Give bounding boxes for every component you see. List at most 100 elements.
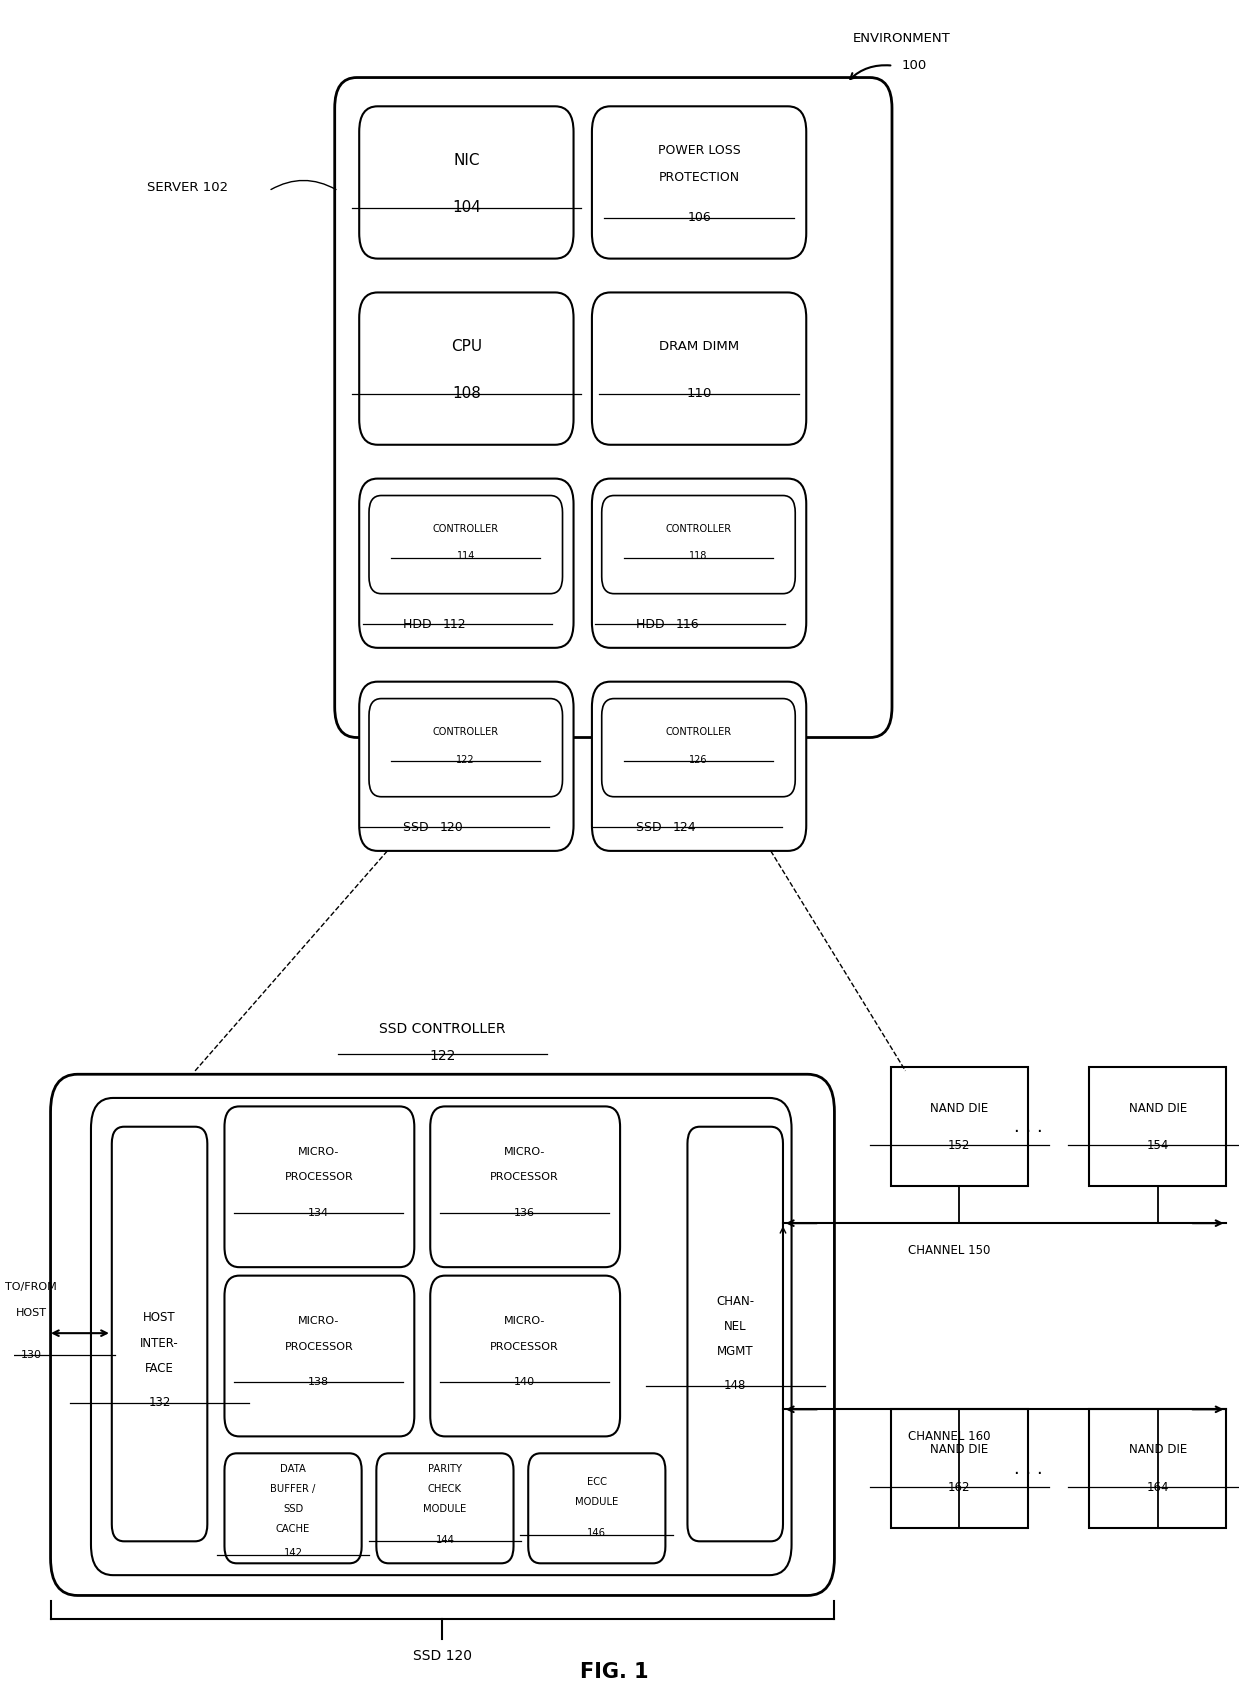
Text: 140: 140 bbox=[515, 1378, 536, 1387]
FancyBboxPatch shape bbox=[591, 478, 806, 647]
Text: 122: 122 bbox=[456, 754, 475, 764]
Text: 116: 116 bbox=[676, 617, 699, 631]
Text: 138: 138 bbox=[309, 1378, 330, 1387]
Text: 106: 106 bbox=[687, 212, 711, 224]
Text: INTER-: INTER- bbox=[140, 1337, 179, 1349]
Text: 110: 110 bbox=[687, 388, 712, 400]
Text: CPU: CPU bbox=[451, 339, 482, 354]
FancyBboxPatch shape bbox=[528, 1453, 666, 1563]
FancyBboxPatch shape bbox=[360, 293, 574, 444]
Text: NAND DIE: NAND DIE bbox=[1128, 1444, 1187, 1456]
Text: DRAM DIMM: DRAM DIMM bbox=[658, 341, 739, 353]
Text: NIC: NIC bbox=[453, 153, 480, 168]
Text: MGMT: MGMT bbox=[717, 1346, 754, 1358]
Text: SSD CONTROLLER: SSD CONTROLLER bbox=[379, 1022, 506, 1036]
Text: CONTROLLER: CONTROLLER bbox=[666, 524, 732, 534]
Text: 136: 136 bbox=[515, 1209, 534, 1219]
FancyBboxPatch shape bbox=[224, 1453, 362, 1563]
Text: BUFFER /: BUFFER / bbox=[270, 1483, 316, 1493]
Text: POWER LOSS: POWER LOSS bbox=[657, 144, 740, 158]
Text: PROCESSOR: PROCESSOR bbox=[490, 1342, 559, 1351]
Text: HOST: HOST bbox=[144, 1312, 176, 1324]
Text: CHAN-: CHAN- bbox=[717, 1295, 754, 1307]
Text: 146: 146 bbox=[588, 1527, 606, 1537]
Text: 130: 130 bbox=[20, 1351, 41, 1359]
FancyBboxPatch shape bbox=[112, 1127, 207, 1541]
FancyBboxPatch shape bbox=[687, 1127, 782, 1541]
FancyBboxPatch shape bbox=[360, 107, 574, 259]
Text: NAND DIE: NAND DIE bbox=[930, 1102, 988, 1115]
Text: MODULE: MODULE bbox=[575, 1497, 619, 1507]
Text: CONTROLLER: CONTROLLER bbox=[666, 727, 732, 737]
Text: . . .: . . . bbox=[1013, 1117, 1043, 1136]
Text: 112: 112 bbox=[443, 617, 466, 631]
Text: DATA: DATA bbox=[280, 1463, 306, 1473]
FancyBboxPatch shape bbox=[370, 698, 563, 797]
Bar bbox=[890, 1409, 1028, 1527]
Text: 114: 114 bbox=[456, 551, 475, 561]
Text: PROTECTION: PROTECTION bbox=[658, 171, 739, 183]
Text: CHECK: CHECK bbox=[428, 1483, 463, 1493]
Text: FACE: FACE bbox=[145, 1363, 174, 1375]
Text: 132: 132 bbox=[149, 1397, 171, 1409]
Text: PROCESSOR: PROCESSOR bbox=[284, 1342, 353, 1351]
Text: SSD: SSD bbox=[283, 1503, 304, 1514]
Text: TO/FROM: TO/FROM bbox=[5, 1283, 57, 1293]
Text: 144: 144 bbox=[435, 1534, 454, 1544]
Text: CHANNEL 150: CHANNEL 150 bbox=[908, 1244, 991, 1256]
FancyBboxPatch shape bbox=[591, 681, 806, 851]
Text: SSD 120: SSD 120 bbox=[413, 1649, 472, 1663]
Text: 104: 104 bbox=[451, 200, 481, 215]
FancyBboxPatch shape bbox=[51, 1075, 835, 1595]
FancyBboxPatch shape bbox=[591, 293, 806, 444]
Text: ECC: ECC bbox=[587, 1476, 606, 1487]
Text: 148: 148 bbox=[724, 1380, 746, 1392]
Text: NEL: NEL bbox=[724, 1320, 746, 1332]
Text: MICRO-: MICRO- bbox=[503, 1148, 546, 1158]
FancyBboxPatch shape bbox=[430, 1276, 620, 1436]
Text: 152: 152 bbox=[949, 1139, 971, 1153]
Text: FIG. 1: FIG. 1 bbox=[579, 1661, 649, 1681]
Text: CONTROLLER: CONTROLLER bbox=[433, 524, 498, 534]
FancyBboxPatch shape bbox=[335, 78, 892, 737]
Text: HDD: HDD bbox=[636, 617, 668, 631]
FancyBboxPatch shape bbox=[430, 1107, 620, 1268]
Text: CACHE: CACHE bbox=[277, 1524, 310, 1534]
FancyBboxPatch shape bbox=[591, 107, 806, 259]
Text: MODULE: MODULE bbox=[423, 1503, 466, 1514]
Text: 100: 100 bbox=[901, 59, 928, 73]
Text: 142: 142 bbox=[284, 1548, 303, 1558]
Text: CONTROLLER: CONTROLLER bbox=[433, 727, 498, 737]
FancyBboxPatch shape bbox=[360, 478, 574, 647]
FancyBboxPatch shape bbox=[601, 698, 795, 797]
Text: HOST: HOST bbox=[15, 1309, 46, 1317]
Text: 126: 126 bbox=[689, 754, 708, 764]
Text: PROCESSOR: PROCESSOR bbox=[490, 1173, 559, 1183]
Text: SSD: SSD bbox=[403, 820, 433, 834]
FancyBboxPatch shape bbox=[370, 495, 563, 593]
Text: 108: 108 bbox=[451, 386, 481, 402]
Text: CHANNEL 160: CHANNEL 160 bbox=[908, 1431, 991, 1442]
Text: MICRO-: MICRO- bbox=[298, 1148, 340, 1158]
Text: PROCESSOR: PROCESSOR bbox=[284, 1173, 353, 1183]
Text: 164: 164 bbox=[1147, 1481, 1169, 1493]
Text: 134: 134 bbox=[309, 1209, 330, 1219]
Bar bbox=[1089, 1068, 1226, 1186]
Text: 122: 122 bbox=[429, 1049, 455, 1063]
Text: 118: 118 bbox=[689, 551, 708, 561]
Text: HDD: HDD bbox=[403, 617, 436, 631]
Text: MICRO-: MICRO- bbox=[298, 1317, 340, 1325]
Text: NAND DIE: NAND DIE bbox=[930, 1444, 988, 1456]
Bar bbox=[1089, 1409, 1226, 1527]
Text: PARITY: PARITY bbox=[428, 1463, 463, 1473]
Text: . . .: . . . bbox=[1013, 1459, 1043, 1478]
Text: NAND DIE: NAND DIE bbox=[1128, 1102, 1187, 1115]
Text: ENVIRONMENT: ENVIRONMENT bbox=[853, 32, 951, 46]
Text: 124: 124 bbox=[673, 820, 697, 834]
FancyBboxPatch shape bbox=[601, 495, 795, 593]
FancyBboxPatch shape bbox=[224, 1107, 414, 1268]
FancyBboxPatch shape bbox=[377, 1453, 513, 1563]
Text: SSD: SSD bbox=[636, 820, 666, 834]
Text: 120: 120 bbox=[440, 820, 464, 834]
FancyBboxPatch shape bbox=[224, 1276, 414, 1436]
